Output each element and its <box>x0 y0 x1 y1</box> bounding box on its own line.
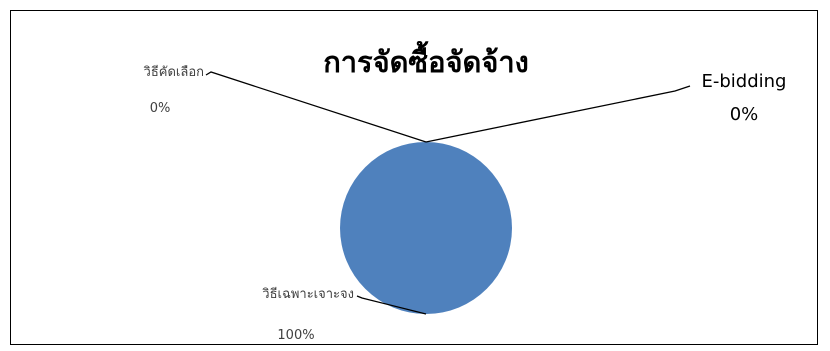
data-label-percent-specific-method: 100% <box>277 328 314 343</box>
data-label-category-e-bidding: E-bidding <box>702 71 787 92</box>
leader-line-e-bidding <box>425 85 691 143</box>
leader-line-specific-method <box>356 295 427 315</box>
data-label-category-specific-method: วิธีเฉพาะเจาะจง <box>262 286 354 302</box>
data-label-percent-e-bidding: 0% <box>730 104 759 125</box>
chart-title: การจัดซื้อจัดจ้าง <box>323 40 529 79</box>
pie-slice-specific-method <box>340 142 512 314</box>
leader-line-selection-method <box>205 71 427 143</box>
data-label-category-selection-method: วิธีคัดเลือก <box>143 64 204 80</box>
data-label-percent-selection-method: 0% <box>150 101 171 116</box>
